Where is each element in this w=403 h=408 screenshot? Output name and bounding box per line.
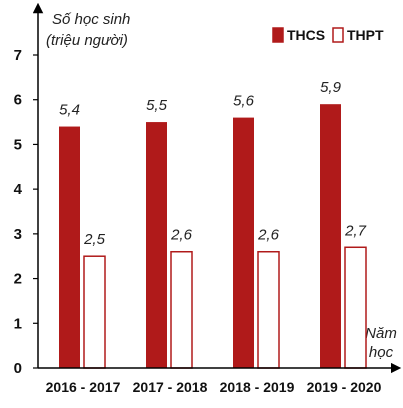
y-tick-label: 5 xyxy=(14,136,22,153)
data-label-thcs: 5,4 xyxy=(59,102,80,119)
bar-thcs xyxy=(59,126,80,369)
legend-label-thpt: THPT xyxy=(347,27,384,43)
data-label-thpt: 2,6 xyxy=(257,227,280,244)
y-tick-label: 2 xyxy=(14,271,22,288)
legend-swatch-thpt xyxy=(332,27,344,43)
data-label-thcs: 5,6 xyxy=(233,93,255,110)
y-axis-label-line1: Số học sinh xyxy=(52,11,130,28)
y-tick-label: 6 xyxy=(14,92,22,109)
x-tick-label: 2017 - 2018 xyxy=(133,379,208,395)
data-label-thpt: 2,7 xyxy=(344,222,367,239)
bar-thcs xyxy=(233,117,254,368)
bars: 5,4 2,5 5,5 2,6 5,6 2,6 5,9 2,7 xyxy=(59,79,367,369)
data-label-thpt: 2,5 xyxy=(83,231,106,248)
bar-thpt xyxy=(257,250,280,369)
y-tick-label: 1 xyxy=(14,315,22,332)
bar-thpt xyxy=(344,246,367,369)
x-tick-label: 2016 - 2017 xyxy=(46,379,121,395)
legend: THCS THPT xyxy=(272,27,384,43)
x-axis-ticks: 2016 - 2017 2017 - 2018 2018 - 2019 2019 - … xyxy=(46,379,382,395)
legend-label-thcs: THCS xyxy=(287,27,325,43)
x-tick-label: 2019 - 2020 xyxy=(307,379,382,395)
y-tick-label: 0 xyxy=(14,360,22,377)
data-label-thpt: 2,6 xyxy=(170,227,193,244)
bar-thcs xyxy=(320,104,341,368)
bar-thcs xyxy=(146,122,167,368)
y-tick-label: 3 xyxy=(14,226,22,243)
data-label-thcs: 5,5 xyxy=(146,97,168,114)
x-axis-label-line2: học xyxy=(369,344,394,361)
y-tick-label: 7 xyxy=(14,47,22,64)
x-tick-label: 2018 - 2019 xyxy=(220,379,295,395)
bar-thpt xyxy=(83,255,106,369)
bar-thpt xyxy=(170,250,193,369)
y-axis-label-line2: (triệu người) xyxy=(46,32,128,49)
legend-swatch-thcs xyxy=(272,27,284,43)
y-axis-ticks: 0 1 2 3 4 5 6 7 xyxy=(14,47,38,377)
x-axis-label-line1: Năm xyxy=(365,325,397,342)
y-tick-label: 4 xyxy=(14,181,23,198)
data-label-thcs: 5,9 xyxy=(320,79,342,96)
